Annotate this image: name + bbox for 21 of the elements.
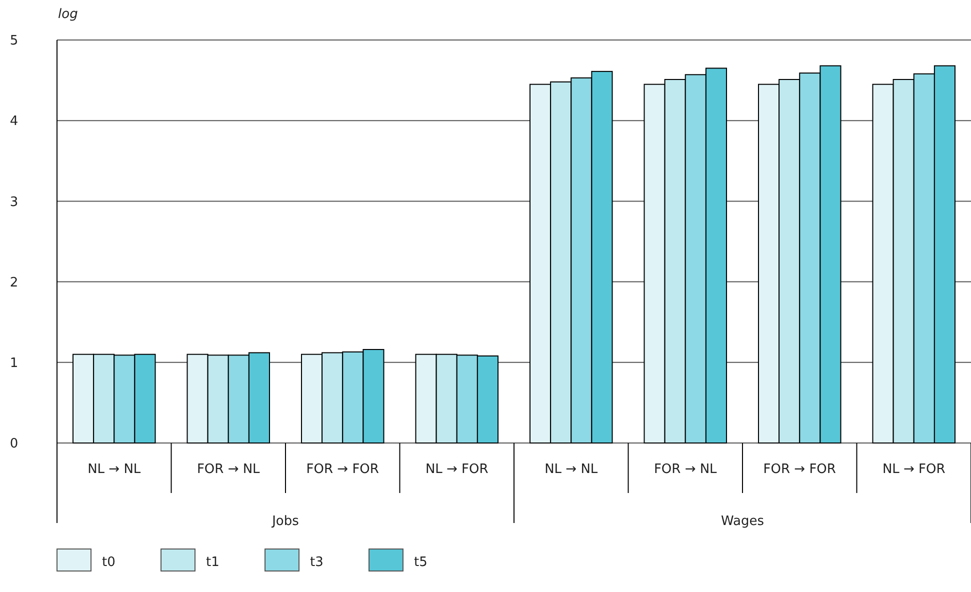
y-tick-label: 2 [10, 275, 18, 290]
y-tick-label: 1 [10, 356, 18, 371]
x-tick-label: NL → NL [544, 462, 598, 477]
x-tick-label: FOR → NL [196, 462, 261, 477]
x-tick-label: NL → FOR [882, 462, 946, 477]
legend-label: t3 [310, 555, 324, 570]
legend-label: t1 [206, 555, 220, 570]
y-tick-label: 3 [10, 194, 18, 210]
legend-label: t5 [414, 555, 428, 570]
x-tick-label: NL → FOR [425, 462, 488, 477]
y-tick-label: 5 [10, 34, 18, 49]
x-tick-label: FOR → NL [654, 462, 718, 477]
text: Jobs [271, 514, 300, 529]
x-tick-label: NL → NL [88, 462, 142, 477]
legend-label: t0 [102, 555, 116, 570]
x-tick-label: FOR → FOR [306, 462, 379, 477]
text: Wages [720, 514, 764, 529]
y-tick-label: 4 [10, 114, 18, 130]
y-tick-label: 0 [10, 436, 18, 452]
y-axis-title: log [58, 7, 78, 22]
x-tick-label: FOR → FOR [763, 462, 836, 477]
